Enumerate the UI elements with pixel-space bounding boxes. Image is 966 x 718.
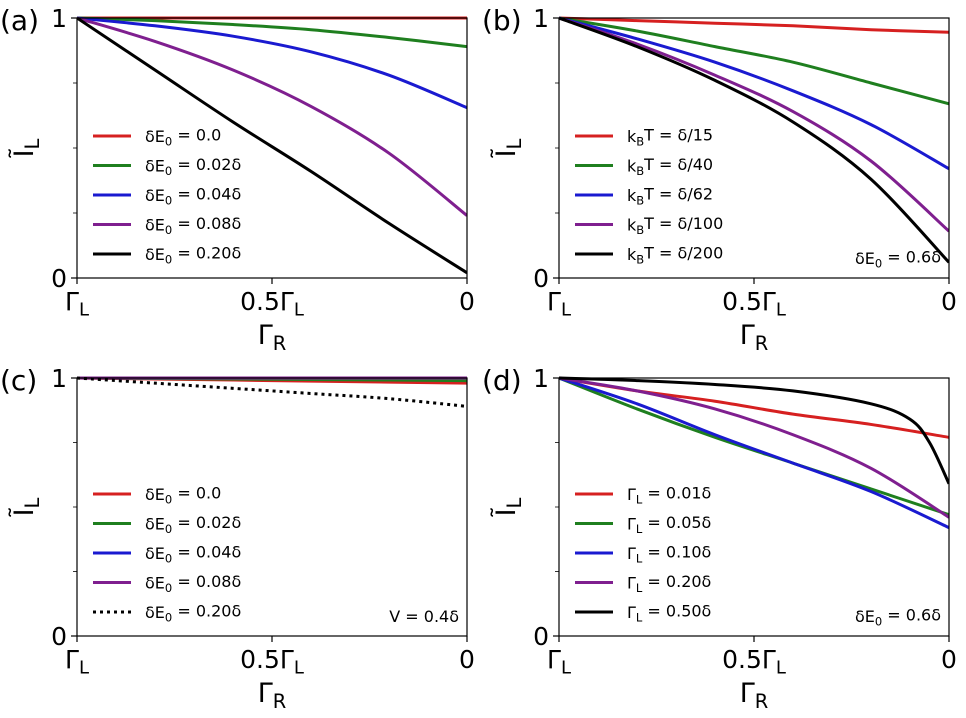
legend-label-a-1: δE0​ = 0.0 [145, 126, 221, 149]
legend-label-c-1: δE0​ = 0.0 [145, 484, 221, 507]
y-tick-label-c-2: 1 [51, 364, 67, 393]
annotation-c: V = 0.4δ [389, 607, 459, 626]
legend-label-d-2: ΓL​ = 0.05δ [627, 513, 711, 536]
panel-label-c: (c) [0, 364, 37, 397]
y-axis-label-d: ĨL​ [490, 497, 526, 517]
series-line-a-3 [77, 16, 467, 110]
y-axis-label-c: ĨL​ [8, 497, 44, 517]
series-line-a-5 [77, 16, 467, 275]
y-tick-label-d-1: 0 [533, 622, 549, 651]
series-line-a-4 [77, 16, 467, 217]
x-tick-label-d-1: ΓL​ [547, 645, 571, 678]
panel-c: ΓL​ 0.5ΓL​ 0 0 1 ΓR​ ĨL​ (c) δE0​ = 0.0 δE0​ = 0.… [0, 364, 475, 713]
legend-label-d-1: ΓL​ = 0.01δ [627, 484, 711, 507]
y-tick-label-a-2: 1 [51, 4, 67, 33]
y-tick-label-b-2: 1 [533, 4, 549, 33]
x-axis-label-c: ΓR​ [258, 678, 287, 713]
y-tick-label-d-2: 1 [533, 364, 549, 393]
legend-label-c-3: δE0​ = 0.04δ [145, 543, 241, 566]
axes-frame-b [558, 17, 950, 279]
legend-label-d-4: ΓL​ = 0.20δ [627, 572, 711, 595]
series-line-d-3 [559, 376, 949, 530]
x-tick-label-c-2: 0.5ΓL​ [240, 645, 304, 678]
series-line-b-4 [559, 16, 949, 233]
legend-label-a-2: δE0​ = 0.02δ [145, 155, 241, 178]
legend-label-d-3: ΓL​ = 0.10δ [627, 543, 711, 566]
x-tick-label-c-3: 0 [459, 645, 475, 674]
axes-frame-c [76, 377, 468, 637]
legend-label-b-2: kB​T = δ/40 [627, 155, 713, 178]
y-axis-label-b: ĨL​ [490, 138, 526, 158]
x-axis-label-a: ΓR​ [258, 320, 287, 355]
x-tick-label-a-3: 0 [459, 287, 475, 316]
x-axis-label-d: ΓR​ [740, 678, 769, 713]
legend-label-b-1: kB​T = δ/15 [627, 126, 713, 149]
x-tick-label-d-2: 0.5ΓL​ [722, 645, 786, 678]
annotation-b: δE0​ = 0.6δ [855, 248, 941, 271]
series-line-b-3 [559, 16, 949, 171]
y-tick-label-a-1: 0 [51, 264, 67, 293]
legend-label-a-4: δE0​ = 0.08δ [145, 214, 241, 237]
x-tick-label-a-1: ΓL​ [65, 287, 89, 320]
x-axis-label-b: ΓR​ [740, 320, 769, 355]
legend-label-a-3: δE0​ = 0.04δ [145, 185, 241, 208]
series-line-c-5 [77, 376, 467, 408]
x-tick-label-b-2: 0.5ΓL​ [722, 287, 786, 320]
panel-label-b: (b) [482, 4, 522, 37]
legend-label-b-3: kB​T = δ/62 [627, 185, 713, 208]
legend-label-d-5: ΓL​ = 0.50δ [627, 602, 711, 625]
legend-label-c-5: δE0​ = 0.20δ [145, 602, 241, 625]
legend-label-c-2: δE0​ = 0.02δ [145, 513, 241, 536]
panel-d: ΓL​ 0.5ΓL​ 0 0 1 ΓR​ ĨL​ (d) ΓL​ = 0.01δ ΓL​ = 0.… [482, 364, 957, 713]
y-axis-label-a: ĨL​ [8, 138, 44, 158]
y-tick-label-b-1: 0 [533, 264, 549, 293]
x-tick-label-b-1: ΓL​ [547, 287, 571, 320]
series-line-b-5 [559, 16, 949, 264]
x-tick-label-d-3: 0 [941, 645, 957, 674]
panel-a: ΓL​ 0.5ΓL​ 0 0 1 ΓR​ ĨL​ (a) δE0​ = 0.0 δE0​ = 0.… [0, 4, 475, 355]
x-tick-label-c-1: ΓL​ [65, 645, 89, 678]
series-line-a-2 [77, 16, 467, 49]
legend-label-c-4: δE0​ = 0.08δ [145, 572, 241, 595]
series-line-d-4 [559, 376, 949, 519]
panel-b: ΓL​ 0.5ΓL​ 0 0 1 ΓR​ ĨL​ (b) kB​T = δ/15 kB​T = δ… [482, 4, 957, 355]
legend-label-a-5: δE0​ = 0.20δ [145, 244, 241, 267]
annotation-d: δE0​ = 0.6δ [855, 606, 941, 629]
series-line-d-5 [559, 376, 949, 485]
series-line-b-2 [559, 16, 949, 106]
panel-label-a: (a) [0, 4, 39, 37]
series-line-b-1 [559, 16, 949, 34]
legend-label-b-4: kB​T = δ/100 [627, 214, 723, 237]
legend-label-b-5: kB​T = δ/200 [627, 244, 723, 267]
axes-frame-d [558, 377, 950, 637]
x-tick-label-b-3: 0 [941, 287, 957, 316]
panel-label-d: (d) [482, 364, 522, 397]
y-tick-label-c-1: 0 [51, 622, 67, 651]
x-tick-label-a-2: 0.5ΓL​ [240, 287, 304, 320]
